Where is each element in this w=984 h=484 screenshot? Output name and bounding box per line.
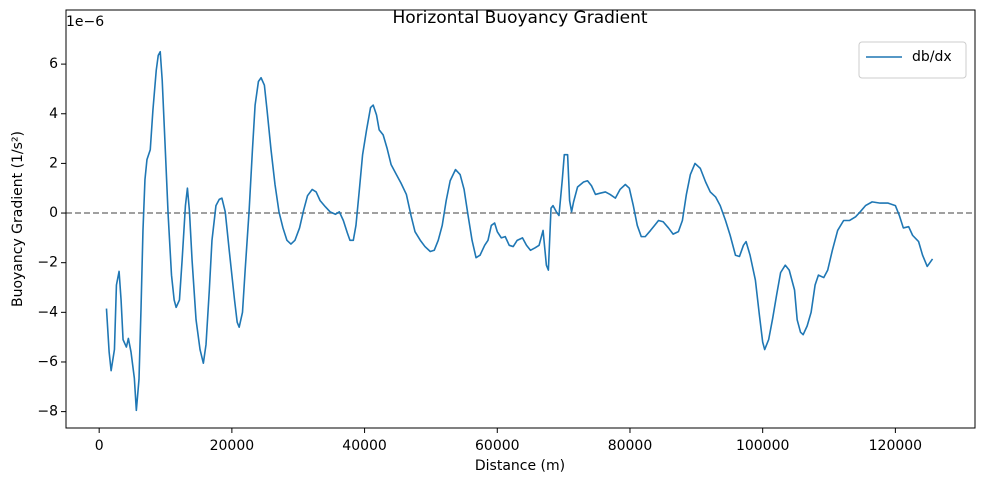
y-tick-label: 6 xyxy=(49,56,58,72)
y-offset-label: 1e−6 xyxy=(66,14,104,30)
y-tick-label: −2 xyxy=(37,255,58,271)
x-axis-label: Distance (m) xyxy=(475,458,565,474)
y-tick-label: 0 xyxy=(49,205,58,221)
x-tick-label: 0 xyxy=(95,438,104,454)
x-tick-label: 120000 xyxy=(869,438,922,454)
chart-title: Horizontal Buoyancy Gradient xyxy=(392,8,647,28)
x-tick-label: 80000 xyxy=(608,438,653,454)
y-tick-label: −6 xyxy=(37,354,58,370)
y-tick-label: −8 xyxy=(37,404,58,420)
x-tick-label: 60000 xyxy=(475,438,520,454)
data-line xyxy=(105,50,934,412)
y-tick-label: 2 xyxy=(49,155,58,171)
y-axis-label: Buoyancy Gradient (1/s²) xyxy=(10,131,26,307)
y-tick-label: −4 xyxy=(37,304,58,320)
axes-frame xyxy=(65,9,976,429)
y-tick-label: 4 xyxy=(49,106,58,122)
x-tick-label: 100000 xyxy=(736,438,789,454)
legend-label: db/dx xyxy=(912,49,952,65)
x-tick-label: 20000 xyxy=(210,438,255,454)
x-tick-label: 40000 xyxy=(342,438,387,454)
legend-box xyxy=(858,41,967,79)
